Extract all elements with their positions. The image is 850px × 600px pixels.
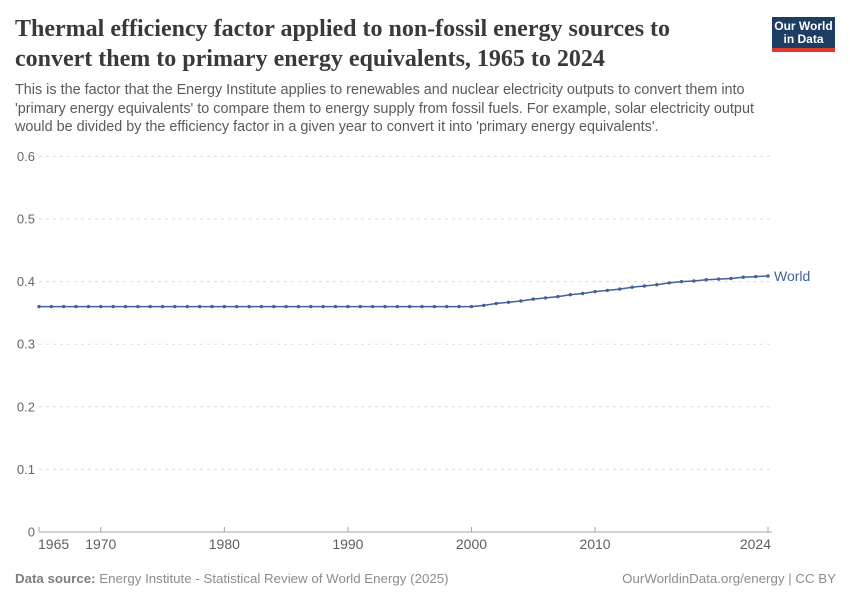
x-axis-tick-label: 1990	[332, 536, 363, 552]
data-point	[469, 304, 474, 309]
data-point	[531, 297, 535, 301]
data-point	[173, 304, 177, 309]
license-credit: OurWorldinData.org/energy | CC BY	[622, 571, 836, 586]
owid-logo-line2: in Data	[783, 31, 824, 46]
chart-footer: Data source: Energy Institute - Statisti…	[15, 571, 836, 586]
data-source-label: Data source:	[15, 571, 96, 586]
data-point	[210, 304, 214, 309]
x-axis-tick-label: 1965	[38, 536, 69, 552]
y-axis-tick-label: 0.1	[17, 462, 35, 477]
data-point	[333, 304, 338, 309]
data-point	[259, 304, 264, 309]
data-point	[457, 304, 461, 309]
data-point	[482, 303, 486, 308]
data-point	[642, 284, 647, 288]
data-point	[222, 304, 227, 309]
data-point	[383, 304, 387, 309]
x-axis-tick-label: 2000	[456, 536, 487, 552]
data-point	[234, 304, 239, 309]
data-point	[420, 304, 424, 309]
data-point	[407, 304, 412, 309]
data-point	[704, 278, 708, 282]
data-point	[494, 301, 498, 306]
chart-header: Thermal efficiency factor applied to non…	[15, 14, 760, 137]
data-point	[62, 304, 66, 309]
data-point	[346, 304, 350, 309]
data-point	[296, 304, 301, 309]
data-point	[605, 288, 610, 293]
x-axis-tick-label: 1980	[209, 536, 240, 552]
data-point	[753, 274, 758, 279]
x-axis-tick-label: 1970	[85, 536, 116, 552]
chart-subtitle: This is the factor that the Energy Insti…	[15, 82, 754, 136]
y-axis-tick-label: 0.4	[17, 274, 35, 289]
data-point	[543, 296, 548, 300]
data-source-text: Energy Institute - Statistical Review of…	[95, 571, 449, 586]
data-point	[395, 304, 400, 309]
data-point	[148, 304, 152, 309]
data-point	[432, 304, 437, 309]
owid-logo-line1: Our World	[774, 18, 833, 33]
y-axis-tick-label: 0.5	[17, 212, 35, 227]
data-point	[679, 279, 684, 284]
data-point	[568, 293, 573, 297]
data-point	[519, 299, 523, 303]
data-point	[160, 304, 165, 309]
data-point	[655, 283, 659, 287]
data-point	[580, 291, 585, 296]
owid-logo: Our World in Data	[772, 17, 835, 48]
data-point	[692, 279, 696, 283]
y-axis-tick-label: 0.6	[17, 149, 35, 164]
data-point	[766, 274, 770, 278]
data-point	[506, 300, 511, 304]
data-point	[556, 294, 560, 299]
data-point	[630, 285, 634, 289]
data-point	[321, 304, 325, 309]
series-line-world	[39, 275, 769, 308]
data-point	[445, 304, 449, 309]
data-point	[49, 304, 54, 309]
data-point	[370, 304, 375, 309]
data-point	[618, 287, 622, 291]
data-point	[593, 289, 597, 294]
data-point	[309, 304, 313, 309]
data-point	[86, 304, 91, 309]
owid-logo-red-stripe	[772, 48, 835, 52]
data-point	[74, 304, 78, 309]
data-point	[284, 304, 288, 309]
y-axis-tick-label: 0.2	[17, 399, 35, 414]
x-axis-tick-label: 2024	[740, 536, 771, 552]
data-point	[667, 281, 671, 285]
data-point	[99, 304, 103, 309]
data-point	[123, 304, 128, 309]
data-point	[197, 304, 202, 309]
data-point	[185, 304, 189, 309]
data-point	[716, 277, 721, 281]
x-axis-tick-label: 2010	[579, 536, 610, 552]
data-point	[111, 304, 115, 309]
chart-title: Thermal efficiency factor applied to non…	[15, 16, 671, 72]
series-label-world: World	[774, 268, 810, 284]
data-point	[729, 276, 733, 281]
y-axis-tick-label: 0	[28, 525, 35, 540]
data-point	[37, 304, 41, 309]
data-point	[247, 304, 251, 309]
data-point	[272, 304, 276, 309]
y-axis-tick-label: 0.3	[17, 337, 35, 352]
data-point	[741, 275, 745, 279]
data-point	[358, 304, 362, 309]
data-source-note: Data source: Energy Institute - Statisti…	[15, 571, 449, 586]
data-point	[136, 304, 140, 309]
